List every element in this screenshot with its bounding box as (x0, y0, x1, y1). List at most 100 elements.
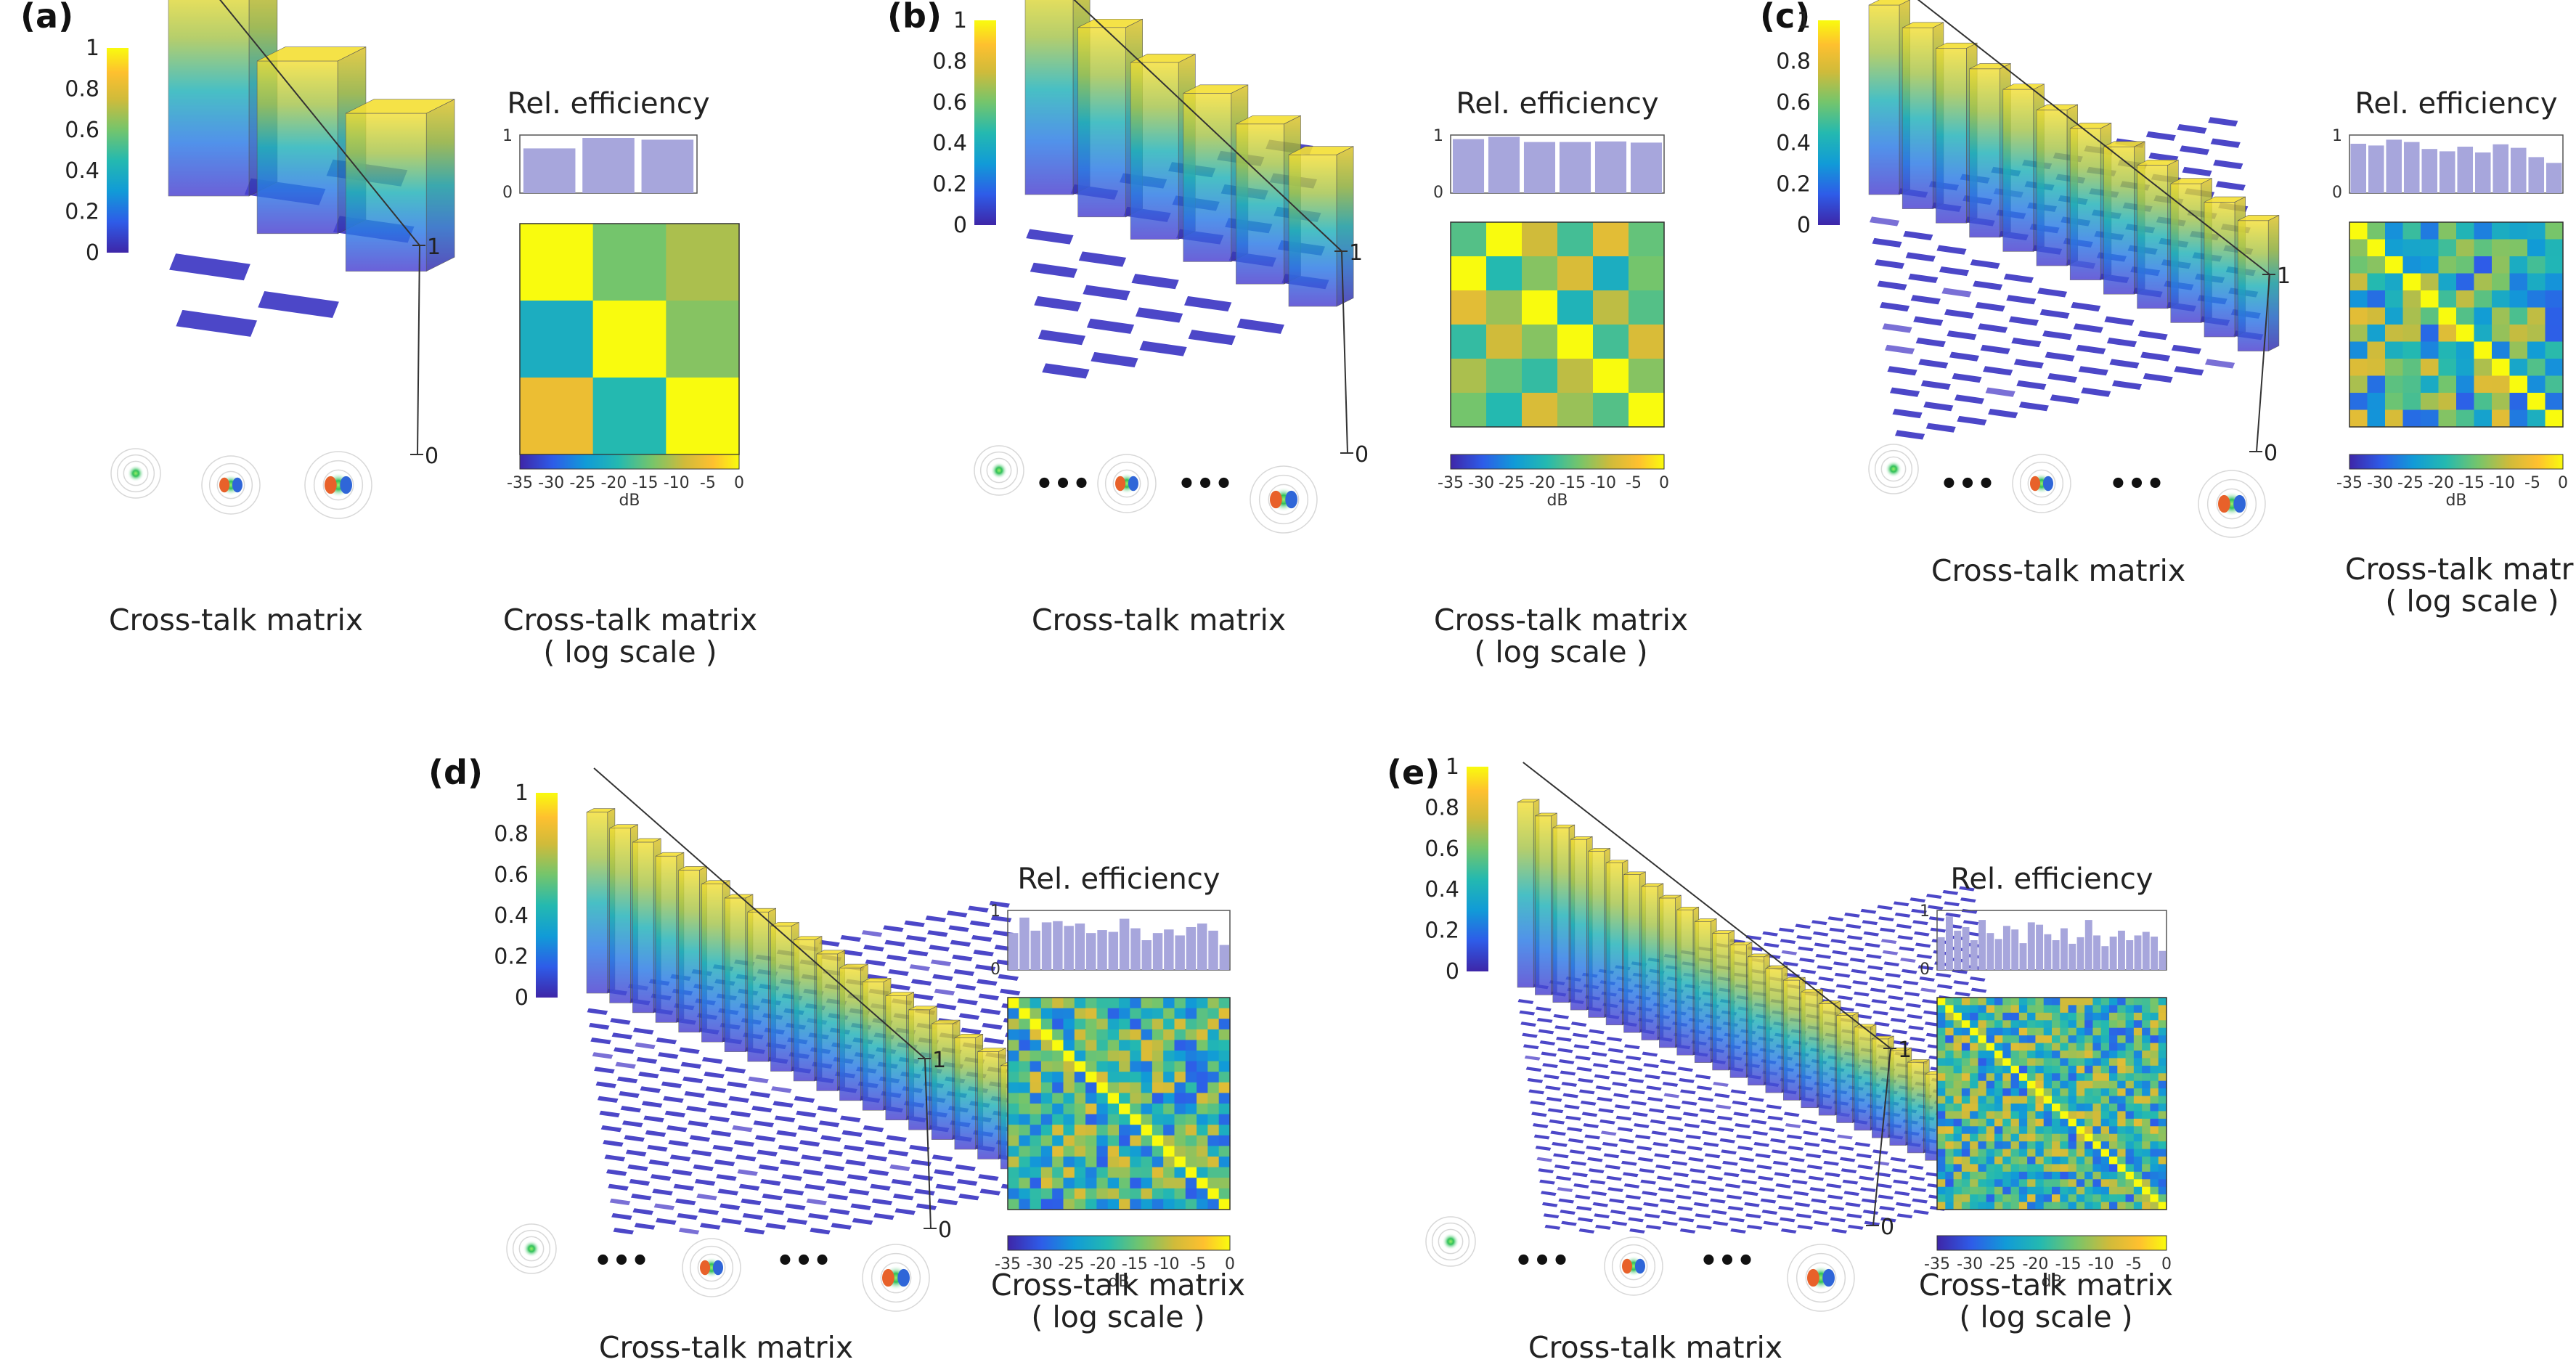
heatmap-cell (1986, 1043, 1995, 1051)
heatmap-cell (1978, 1058, 1987, 1067)
heatmap-cell (2133, 1179, 2143, 1188)
crosstalk-floor-tile (1947, 350, 1981, 363)
crosstalk-floor-tile (255, 289, 342, 320)
heatmap-cell (2117, 1126, 2127, 1135)
heatmap-cell (2060, 1111, 2069, 1120)
heatmap-cell (2117, 1073, 2127, 1082)
crosstalk-floor-tile (1801, 1130, 1820, 1137)
heatmap-cell (1593, 393, 1629, 428)
mode-ring (1611, 1244, 1656, 1289)
heatmap-cell (1937, 1171, 1946, 1180)
heatmap-cell (2052, 1012, 2061, 1021)
heatmap-cell (1030, 1178, 1042, 1189)
crosstalk-floor-tile (1936, 983, 1954, 990)
heatmap-cell (2060, 1202, 2069, 1210)
heatmap-cell (2367, 290, 2386, 309)
crosstalk-floor-tile (611, 1032, 634, 1040)
heatmap-cell (2084, 1020, 2094, 1029)
crosstalk-floor-tile (2076, 364, 2111, 378)
crosstalk-floor-tile (802, 1168, 825, 1177)
diagonal-bar-top (1819, 1000, 1841, 1004)
heatmap-cell (2509, 375, 2528, 394)
diagonal-bar-top (977, 1048, 1006, 1052)
heatmap-cell (2018, 1096, 2028, 1104)
mode-ring (689, 1245, 734, 1290)
heatmap-cell (2018, 1020, 2028, 1029)
heatmap-cell (2100, 1005, 2110, 1014)
heatmap-cell (2076, 1080, 2085, 1089)
heatmap-cell (2100, 1111, 2110, 1120)
heatmap-cell (1185, 1040, 1197, 1051)
mode-ring (313, 460, 364, 510)
heatmap-cell (1986, 1126, 1995, 1135)
colorbar: 10.80.60.40.20 (1776, 8, 1840, 238)
heatmap-cell (1174, 1157, 1186, 1168)
mode-ring (110, 448, 161, 499)
heatmap-cell (2125, 1194, 2135, 1203)
crosstalk-floor-tile (1891, 1178, 1910, 1186)
crosstalk-floor-tile (1934, 971, 1952, 979)
rel-efficiency-bar (1945, 916, 1953, 970)
heatmap-cell (2068, 1157, 2077, 1165)
crosstalk-floor-tile (842, 1143, 865, 1153)
crosstalk-floor-tile (1827, 1204, 1846, 1212)
heatmap-cell (1945, 1058, 1955, 1067)
crosstalk-floor-tile (980, 1022, 1004, 1031)
crosstalk-floor-tile (782, 1188, 805, 1196)
rel-efficiency-bar (1086, 933, 1096, 970)
crosstalk-floor-tile (1894, 911, 1912, 918)
heatmap-cell (2385, 273, 2404, 291)
heatmap-cell (2002, 1027, 2012, 1036)
heatmap-cell (1052, 1029, 1064, 1040)
heatmap-cell (1218, 1178, 1231, 1189)
heatmap-colorbar-tick: -20 (1529, 474, 1555, 492)
rel-efficiency-bar (1141, 940, 1152, 970)
heatmap-cell (2027, 1164, 2037, 1173)
heatmap-cell (2100, 1012, 2110, 1021)
crosstalk-floor-tile (619, 1105, 643, 1114)
crosstalk-floor-tile (851, 1217, 874, 1226)
diagonal-bar (1552, 827, 1570, 1003)
crosstalk-floor-tile (1657, 1186, 1675, 1194)
crosstalk-floor-tile (1920, 998, 1939, 1006)
heatmap-cell (2150, 1141, 2159, 1150)
heatmap-cell (1218, 1167, 1231, 1178)
heatmap-cell (1961, 1164, 1970, 1173)
heatmap-cell (2150, 1020, 2159, 1029)
heatmap-cell (1961, 1080, 1970, 1089)
heatmap-cell (1130, 1051, 1142, 1062)
rel-efficiency-bar (2126, 940, 2134, 970)
heatmap-cell (2092, 1005, 2102, 1014)
heatmap-cell (1197, 1135, 1208, 1146)
diagonal-bar (1694, 921, 1711, 1063)
heatmap-cell (1052, 1146, 1064, 1157)
crosstalk-floor-tile (1869, 987, 1887, 994)
mode-lobe (325, 476, 337, 494)
heatmap-cell (2018, 1126, 2028, 1135)
crosstalk-floor-tile (1609, 1069, 1628, 1077)
heatmap-cell (1008, 1125, 1019, 1136)
heatmap-cell (2385, 256, 2404, 274)
crosstalk-floor-tile (1676, 1204, 1695, 1212)
crosstalk-floor-tile (1736, 1145, 1754, 1152)
heatmap-cell (1961, 1186, 1970, 1195)
crosstalk-floor-tile (757, 1163, 780, 1173)
diagonal-bar (2036, 110, 2068, 266)
crosstalk-floor-tile (1909, 293, 1943, 306)
crosstalk-floor-tile (1825, 1182, 1843, 1189)
heatmap-cell (2117, 1164, 2127, 1173)
crosstalk-floor-tile (677, 1227, 701, 1236)
heatmap-colorbar-tick: -35 (2336, 474, 2363, 492)
crosstalk-floor-tile (2206, 115, 2240, 129)
heatmap-cell (1953, 1179, 1962, 1188)
heatmap-cell (2052, 1157, 2061, 1165)
diagonal-bar-top (256, 46, 367, 62)
heatmap-cell (1040, 1072, 1053, 1083)
crosstalk-floor-tile (1849, 968, 1868, 975)
crosstalk-floor-tile (735, 1168, 759, 1177)
crosstalk-floor-tile (1570, 1021, 1588, 1028)
crosstalk-floor-tile (1536, 1016, 1554, 1024)
heatmap-cell (2084, 1065, 2094, 1074)
axis-tick-label: 1 (427, 235, 441, 260)
